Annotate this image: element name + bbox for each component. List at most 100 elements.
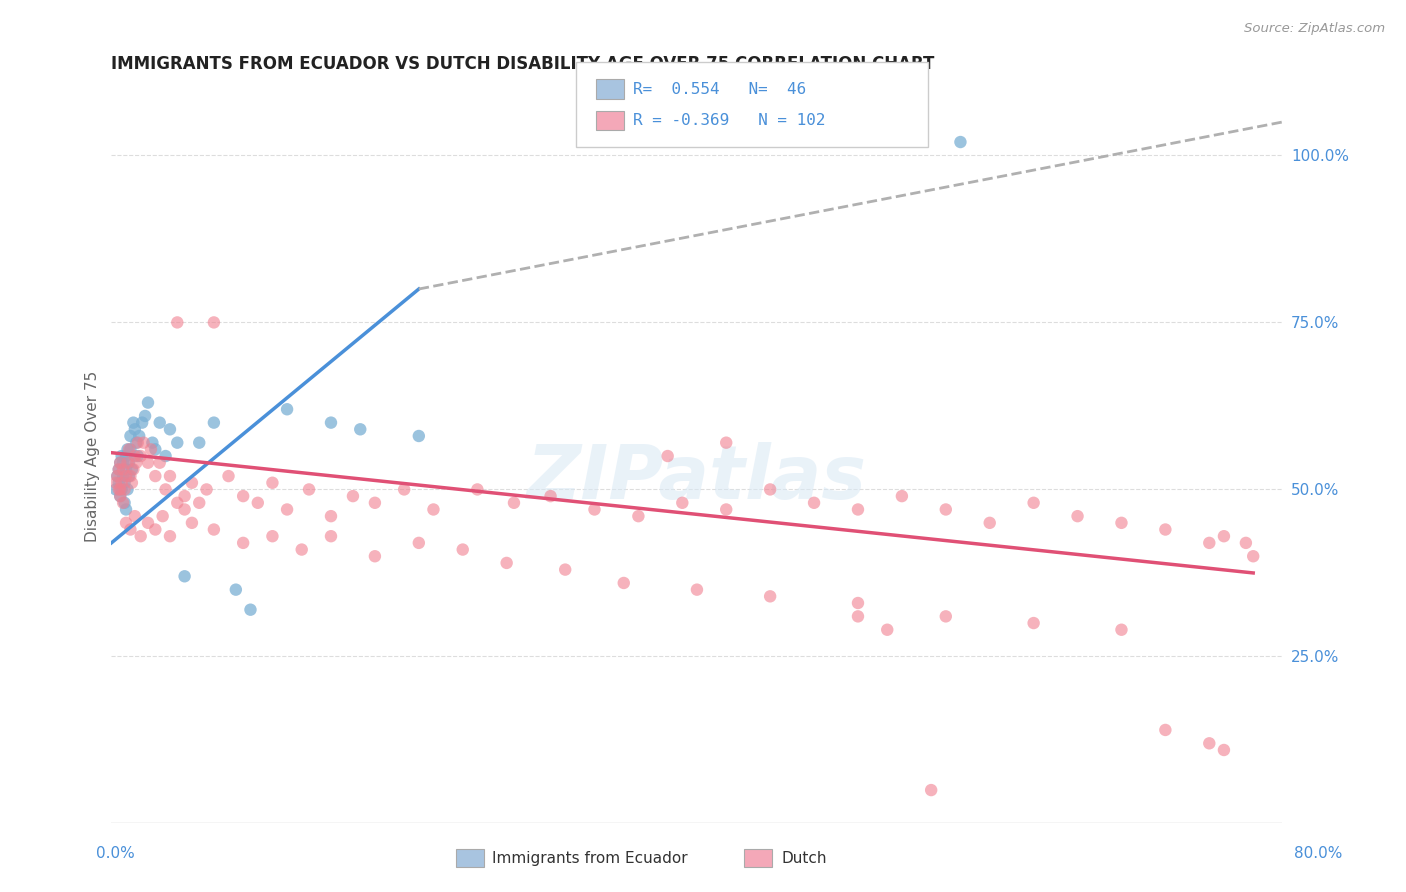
Point [112, 456, 135, 470]
Y-axis label: Disability Age Over 75: Disability Age Over 75 [86, 370, 100, 541]
Point [114, 475, 136, 490]
Point [759, 483, 782, 497]
Point [125, 456, 148, 470]
Point [949, 135, 972, 149]
Text: 80.0%: 80.0% [1295, 847, 1343, 861]
Point [979, 516, 1001, 530]
Point [114, 483, 136, 497]
Point [134, 409, 156, 423]
Point [124, 509, 146, 524]
Point [1198, 536, 1220, 550]
Point [108, 483, 131, 497]
Point [112, 469, 135, 483]
Point [115, 516, 138, 530]
Point [127, 449, 149, 463]
Point [120, 469, 142, 483]
Point [173, 489, 195, 503]
Text: Dutch: Dutch [782, 851, 827, 865]
Point [239, 603, 262, 617]
Point [107, 462, 129, 476]
Point [540, 489, 562, 503]
Text: R = -0.369   N = 102: R = -0.369 N = 102 [633, 113, 825, 128]
Point [195, 483, 218, 497]
Point [846, 502, 869, 516]
Point [495, 556, 517, 570]
Point [124, 449, 146, 463]
Point [115, 462, 138, 476]
Point [1154, 523, 1177, 537]
Point [136, 456, 159, 470]
Point [159, 469, 181, 483]
Point [120, 429, 142, 443]
Point [155, 449, 177, 463]
Point [342, 489, 364, 503]
Point [422, 502, 444, 516]
Point [166, 496, 188, 510]
Point [671, 496, 693, 510]
Point [364, 496, 387, 510]
Point [246, 496, 269, 510]
Point [392, 483, 415, 497]
Point [188, 496, 211, 510]
Point [118, 442, 141, 457]
Point [149, 456, 172, 470]
Point [181, 516, 204, 530]
Point [120, 523, 142, 537]
Point [319, 529, 342, 543]
Point [173, 569, 195, 583]
Point [159, 529, 181, 543]
Point [1213, 529, 1236, 543]
Point [202, 523, 225, 537]
Point [111, 483, 134, 497]
Point [319, 416, 342, 430]
Point [117, 442, 139, 457]
Point [262, 475, 284, 490]
Point [1234, 536, 1257, 550]
Point [139, 442, 162, 457]
Point [181, 475, 204, 490]
Point [1154, 723, 1177, 737]
Point [166, 315, 188, 329]
Point [107, 462, 129, 476]
Text: 0.0%: 0.0% [96, 847, 135, 861]
Point [1066, 509, 1088, 524]
Point [803, 496, 825, 510]
Point [121, 475, 143, 490]
Point [202, 315, 225, 329]
Point [298, 483, 321, 497]
Point [627, 509, 650, 524]
Point [686, 582, 709, 597]
Point [143, 469, 166, 483]
Point [935, 502, 957, 516]
Point [467, 483, 489, 497]
Point [276, 402, 298, 417]
Point [232, 536, 254, 550]
Point [583, 502, 606, 516]
Point [349, 422, 371, 436]
Point [141, 435, 163, 450]
Point [408, 429, 430, 443]
Point [118, 456, 141, 470]
Point [876, 623, 898, 637]
Point [846, 609, 869, 624]
Point [132, 435, 155, 450]
Point [920, 783, 942, 797]
Point [115, 469, 138, 483]
Point [104, 483, 127, 497]
Point [1198, 736, 1220, 750]
Point [108, 489, 131, 503]
Point [114, 496, 136, 510]
Point [131, 416, 153, 430]
Point [108, 456, 131, 470]
Point [291, 542, 314, 557]
Point [118, 469, 141, 483]
Point [117, 483, 139, 497]
Point [451, 542, 474, 557]
Point [1022, 496, 1045, 510]
Point [225, 582, 247, 597]
Point [1213, 743, 1236, 757]
Point [105, 469, 128, 483]
Point [554, 563, 576, 577]
Point [1022, 615, 1045, 630]
Point [159, 422, 181, 436]
